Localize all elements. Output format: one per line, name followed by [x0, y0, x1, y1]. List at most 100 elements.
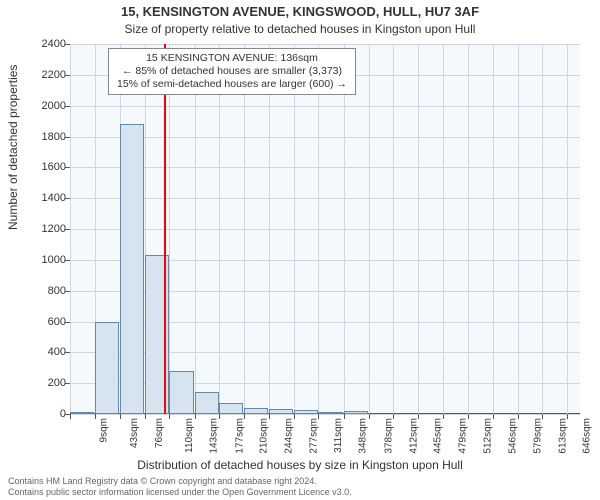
gridline-horizontal: [70, 229, 580, 230]
gridline-vertical: [244, 44, 245, 414]
x-tick-mark: [195, 414, 196, 419]
y-tick-mark: [65, 352, 70, 353]
x-tick-label: 76sqm: [154, 418, 165, 448]
y-tick-label: 800: [16, 285, 66, 297]
annotation-line-2: ← 85% of detached houses are smaller (3,…: [117, 65, 347, 78]
y-tick-label: 2000: [16, 100, 66, 112]
annotation-line-1: 15 KENSINGTON AVENUE: 136sqm: [117, 52, 347, 65]
gridline-vertical: [567, 44, 568, 414]
histogram-bar: [269, 409, 293, 414]
chart-subtitle: Size of property relative to detached ho…: [0, 22, 600, 36]
x-tick-label: 244sqm: [284, 418, 295, 454]
x-tick-label: 412sqm: [408, 418, 419, 454]
x-tick-mark: [369, 414, 370, 419]
x-tick-label: 646sqm: [582, 418, 593, 454]
gridline-horizontal: [70, 137, 580, 138]
y-tick-mark: [65, 137, 70, 138]
x-tick-label: 9sqm: [98, 418, 109, 442]
y-tick-label: 200: [16, 377, 66, 389]
x-tick-mark: [418, 414, 419, 419]
x-tick-mark: [95, 414, 96, 419]
y-tick-label: 1400: [16, 192, 66, 204]
histogram-bar: [219, 403, 243, 414]
y-tick-label: 0: [16, 408, 66, 420]
gridline-vertical: [518, 44, 519, 414]
x-tick-mark: [244, 414, 245, 419]
reference-line: [164, 44, 166, 414]
histogram-bar: [344, 411, 368, 414]
gridline-vertical: [70, 44, 71, 414]
footer-attribution: Contains HM Land Registry data © Crown c…: [8, 476, 352, 497]
gridline-vertical: [195, 44, 196, 414]
gridline-vertical: [443, 44, 444, 414]
x-tick-label: 378sqm: [383, 418, 394, 454]
x-tick-label: 143sqm: [209, 418, 220, 454]
x-axis-label: Distribution of detached houses by size …: [0, 458, 600, 472]
x-tick-mark: [269, 414, 270, 419]
annotation-box: 15 KENSINGTON AVENUE: 136sqm ← 85% of de…: [108, 48, 356, 95]
x-tick-label: 445sqm: [433, 418, 444, 454]
histogram-bar: [294, 410, 318, 414]
gridline-vertical: [219, 44, 220, 414]
y-tick-mark: [65, 106, 70, 107]
x-tick-mark: [169, 414, 170, 419]
x-tick-label: 348sqm: [358, 418, 369, 454]
gridline-horizontal: [70, 167, 580, 168]
x-tick-label: 579sqm: [532, 418, 543, 454]
x-tick-mark: [542, 414, 543, 419]
histogram-bar: [244, 408, 268, 414]
x-tick-label: 479sqm: [458, 418, 469, 454]
y-tick-label: 1000: [16, 254, 66, 266]
x-tick-mark: [318, 414, 319, 419]
y-tick-mark: [65, 260, 70, 261]
x-tick-label: 311sqm: [333, 418, 344, 453]
gridline-vertical: [344, 44, 345, 414]
x-tick-mark: [219, 414, 220, 419]
histogram-bar: [169, 371, 193, 414]
x-tick-mark: [344, 414, 345, 419]
gridline-vertical: [294, 44, 295, 414]
gridline-vertical: [318, 44, 319, 414]
y-tick-label: 1600: [16, 161, 66, 173]
histogram-bar: [120, 124, 144, 414]
x-tick-mark: [567, 414, 568, 419]
gridline-vertical: [369, 44, 370, 414]
x-tick-label: 512sqm: [482, 418, 493, 454]
gridline-vertical: [493, 44, 494, 414]
histogram-bar: [195, 392, 219, 414]
y-axis-label: Number of detached properties: [6, 65, 20, 230]
gridline-vertical: [169, 44, 170, 414]
plot-area: [70, 44, 580, 414]
y-tick-mark: [65, 198, 70, 199]
x-tick-mark: [294, 414, 295, 419]
y-tick-mark: [65, 44, 70, 45]
gridline-horizontal: [70, 44, 580, 45]
x-tick-mark: [443, 414, 444, 419]
gridline-horizontal: [70, 414, 580, 415]
gridline-vertical: [542, 44, 543, 414]
y-tick-label: 1200: [16, 223, 66, 235]
y-tick-mark: [65, 322, 70, 323]
x-tick-label: 613sqm: [557, 418, 568, 454]
y-tick-label: 2200: [16, 69, 66, 81]
x-tick-mark: [393, 414, 394, 419]
x-tick-label: 277sqm: [308, 418, 319, 454]
histogram-bar: [95, 322, 119, 414]
x-tick-mark: [468, 414, 469, 419]
x-tick-mark: [493, 414, 494, 419]
chart-container: 15, KENSINGTON AVENUE, KINGSWOOD, HULL, …: [0, 0, 600, 500]
y-tick-label: 400: [16, 346, 66, 358]
annotation-line-3: 15% of semi-detached houses are larger (…: [117, 78, 347, 91]
x-tick-label: 210sqm: [259, 418, 270, 454]
footer-line-2: Contains public sector information licen…: [8, 487, 352, 497]
y-tick-mark: [65, 383, 70, 384]
y-tick-label: 1800: [16, 131, 66, 143]
histogram-bar: [318, 412, 342, 414]
y-tick-label: 600: [16, 316, 66, 328]
gridline-vertical: [269, 44, 270, 414]
x-tick-label: 546sqm: [508, 418, 519, 454]
gridline-horizontal: [70, 198, 580, 199]
y-tick-label: 2400: [16, 38, 66, 50]
x-tick-label: 43sqm: [129, 418, 140, 448]
gridline-vertical: [418, 44, 419, 414]
